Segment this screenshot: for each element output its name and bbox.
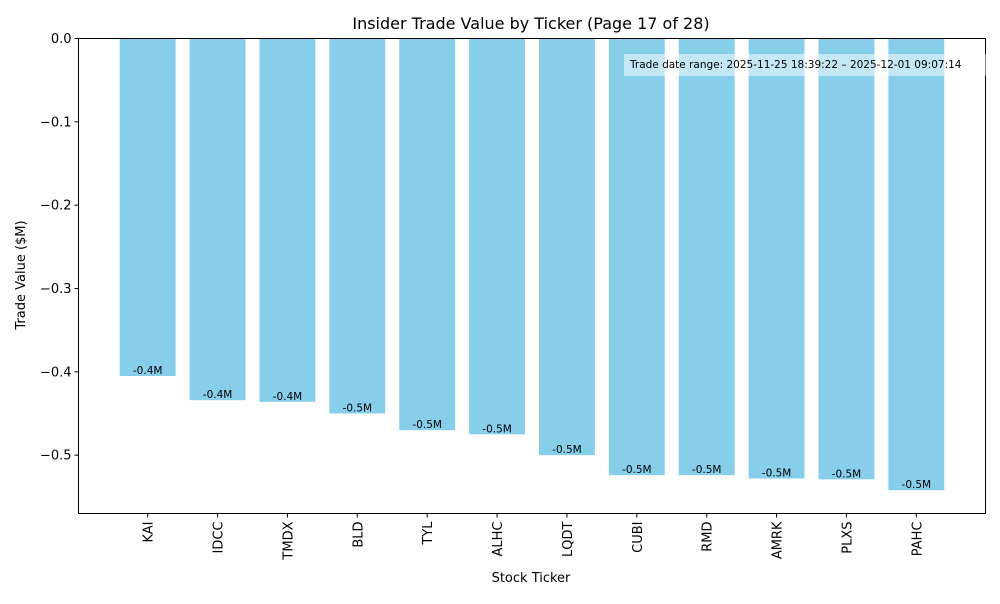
data-label: -0.5M [692, 464, 722, 476]
data-label: -0.4M [273, 391, 303, 403]
bar-CUBI [608, 38, 665, 476]
y-tick-label: −0.5 [40, 449, 72, 464]
data-label: -0.5M [552, 444, 582, 456]
x-tick-label: PLXS [840, 522, 855, 554]
x-tick-label: TYL [421, 521, 436, 546]
plot-frame [78, 38, 986, 514]
y-tick-label: −0.1 [40, 115, 72, 130]
chart-title: Insider Trade Value by Ticker (Page 17 o… [352, 14, 709, 33]
y-tick-label: 0.0 [51, 32, 72, 47]
data-label: -0.5M [622, 464, 652, 476]
x-tick-label: KAI [142, 522, 157, 543]
data-label: -0.5M [412, 419, 442, 431]
bar-PLXS [818, 38, 875, 480]
x-tick-label: PAHC [910, 522, 925, 557]
bar-ALHC [469, 38, 526, 435]
bar-PAHC [888, 38, 945, 491]
bar-BLD [329, 38, 386, 414]
x-tick-label: LQDT [561, 521, 576, 556]
bar-LQDT [538, 38, 595, 456]
bar-RMD [678, 38, 735, 476]
data-label: -0.5M [343, 403, 373, 415]
y-axis-label: Trade Value ($M) [14, 220, 29, 330]
annotation-box: Trade date range: 2025-11-25 18:39:22 – … [624, 54, 986, 76]
x-tick-label: CUBI [631, 522, 646, 553]
data-label: -0.5M [902, 479, 932, 491]
y-tick-label: −0.3 [40, 282, 72, 297]
date-range-annotation: Trade date range: 2025-11-25 18:39:22 – … [629, 59, 962, 71]
data-label: -0.5M [832, 468, 862, 480]
x-tick-label: RMD [701, 522, 716, 552]
bar-TYL [399, 38, 456, 431]
data-label: -0.4M [203, 389, 233, 401]
x-tick-label: TMDX [281, 521, 296, 560]
x-tick-label: ALHC [491, 522, 506, 557]
data-label: -0.4M [133, 365, 163, 377]
x-tick-label: IDCC [212, 522, 227, 554]
x-axis-label: Stock Ticker [492, 571, 571, 586]
bar-KAI [119, 38, 176, 376]
bar-TMDX [259, 38, 316, 402]
y-tick-label: −0.4 [40, 365, 72, 380]
bar-AMRK [748, 38, 805, 479]
x-tick-label: AMRK [771, 521, 786, 559]
x-tick-label: BLD [351, 522, 366, 548]
bar-IDCC [189, 38, 246, 401]
data-label: -0.5M [762, 468, 792, 480]
data-label: -0.5M [482, 423, 512, 435]
y-tick-label: −0.2 [40, 199, 72, 214]
